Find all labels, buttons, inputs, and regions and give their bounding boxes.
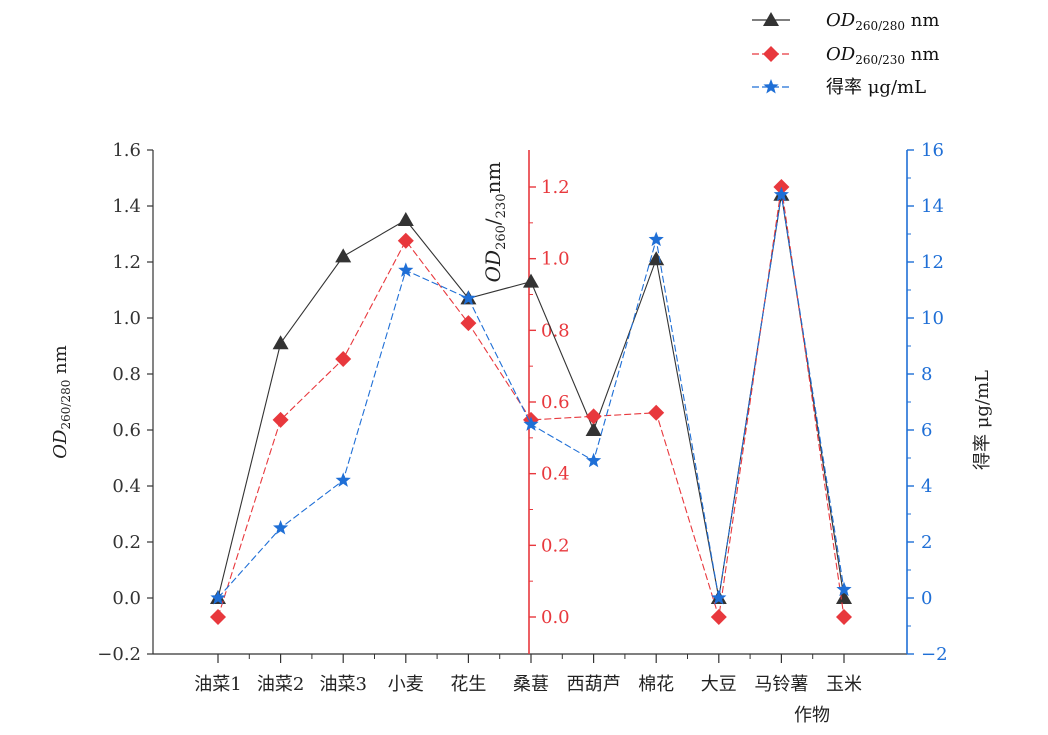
data-point: [460, 315, 477, 332]
data-point: [335, 248, 352, 263]
data-point: [398, 262, 414, 277]
data-point: [773, 186, 789, 202]
x-axis-tick-label: 棉花: [638, 674, 674, 695]
legend-swatch-marker: [763, 46, 779, 62]
right-axis-tick-label: 8: [921, 364, 932, 385]
right-axis-tick-label: 0: [921, 588, 932, 609]
middle-axis-tick-label: 0.0: [541, 607, 570, 628]
data-point: [523, 416, 539, 431]
right-axis-tick-label: 6: [921, 420, 932, 441]
data-point: [586, 452, 602, 468]
right-axis-tick-label: 12: [921, 252, 944, 273]
legend-label: OD260/280 nm: [826, 10, 939, 33]
x-axis-tick-label: 花生: [450, 674, 486, 695]
right-axis-tick-label: 2: [921, 532, 932, 553]
left-axis-tick-label: 0.6: [112, 420, 141, 441]
left-axis-tick-label: 0.2: [112, 532, 141, 553]
left-axis-tick-label: 1.2: [112, 252, 141, 273]
middle-axis-tick-label: 0.8: [541, 320, 570, 341]
x-axis-tick-label: 油菜2: [257, 674, 304, 695]
right-axis-tick-label: 16: [921, 140, 944, 161]
data-point: [397, 232, 414, 249]
series-2: [210, 186, 852, 605]
right-axis-title: 得率 μg/mL: [972, 370, 993, 470]
data-point: [272, 411, 289, 428]
data-point: [585, 422, 602, 436]
left-axis-tick-label: 1.0: [112, 308, 141, 329]
data-point: [335, 472, 351, 487]
axes: −0.2 0.0 0.2 0.4 0.6 0.8 1.0 1.2 1.4 1.6 OD260/280…: [50, 140, 993, 726]
legend-label: OD260/230 nm: [826, 44, 939, 67]
data-point: [523, 273, 539, 288]
data-point: [272, 335, 289, 350]
legend-swatch-marker: [763, 79, 779, 94]
data-point: [397, 212, 414, 226]
legend-item: 得率 μg/mL: [752, 77, 926, 98]
middle-axis-title: OD260/230nm: [481, 162, 509, 283]
x-axis-tick-label: 玉米: [826, 674, 862, 695]
left-axis-title: OD260/280 nm: [50, 345, 73, 458]
data-point: [210, 609, 226, 625]
left-axis-tick-label: 0.0: [112, 588, 141, 609]
legend-item: OD260/230 nm: [752, 44, 939, 67]
data-point: [273, 520, 289, 535]
data-point: [585, 408, 602, 425]
data-point: [710, 609, 727, 625]
data-point: [335, 351, 352, 367]
x-axis-tick-label: 西葫芦: [567, 674, 621, 695]
middle-axis-tick-label: 0.2: [541, 535, 570, 556]
left-axis-tick-label: 1.6: [112, 140, 141, 161]
legend-swatch-marker: [763, 12, 779, 26]
data-point: [210, 590, 226, 605]
x-axis-tick-label: 马铃薯: [754, 674, 808, 695]
x-axis-tick-label: 油菜3: [319, 674, 366, 695]
right-axis-tick-label: 10: [921, 308, 944, 329]
legend: OD260/280 nm OD260/230 nm 得率 μg/mL: [752, 10, 939, 98]
right-axis-tick-label: 4: [921, 476, 932, 497]
legend-label: 得率 μg/mL: [826, 77, 926, 98]
data-point: [836, 581, 852, 597]
left-axis-tick-label: 0.8: [112, 364, 141, 385]
series-line: [217, 194, 845, 599]
data-point: [711, 590, 727, 605]
data-point: [648, 231, 664, 247]
series-layer: [210, 179, 852, 625]
left-axis-tick-label: 0.4: [112, 476, 141, 497]
data-point: [836, 590, 852, 604]
middle-axis-tick-label: 1.2: [541, 177, 570, 198]
middle-axis-tick-label: 0.6: [541, 392, 570, 413]
data-point: [836, 609, 852, 625]
x-axis-tick-label: 油菜1: [194, 674, 241, 695]
right-axis-tick-label: −2: [921, 644, 948, 665]
x-axis-title: 作物: [794, 705, 830, 726]
x-axis-tick-label: 小麦: [388, 674, 424, 695]
x-axis-tick-label: 桑葚: [513, 674, 549, 695]
legend-item: OD260/280 nm: [752, 10, 939, 33]
left-axis-tick-label: −0.2: [97, 644, 141, 665]
middle-axis-tick-label: 0.4: [541, 464, 570, 485]
data-point: [460, 290, 476, 305]
x-axis-tick-label: 大豆: [701, 674, 737, 695]
right-axis-tick-label: 14: [921, 196, 944, 217]
data-point: [648, 404, 665, 421]
left-axis-tick-label: 1.4: [112, 196, 141, 217]
middle-axis-tick-label: 1.0: [541, 249, 570, 270]
